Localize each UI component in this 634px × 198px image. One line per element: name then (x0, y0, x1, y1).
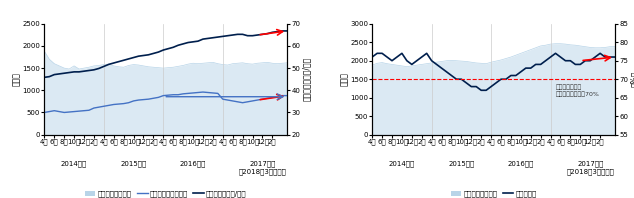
Y-axis label: （百万円、万円/㎡）: （百万円、万円/㎡） (302, 57, 311, 101)
Legend: 在庫戸数（左軸）, 初月契約率: 在庫戸数（左軸）, 初月契約率 (448, 188, 540, 198)
Text: 2017年度
（2018年3月まで）: 2017年度 （2018年3月まで） (238, 160, 287, 175)
Y-axis label: （戸）: （戸） (12, 72, 21, 86)
Text: 2014年度: 2014年度 (61, 160, 87, 167)
Text: 2014年度: 2014年度 (389, 161, 415, 167)
Text: 2017年度
（2018年3月まで）: 2017年度 （2018年3月まで） (566, 161, 614, 175)
Text: 2015年度: 2015年度 (120, 160, 146, 167)
Legend: 供給戸数（左軸）, 平均価格（百万円）, 平均単価（万円/㎡）: 供給戸数（左軸）, 平均価格（百万円）, 平均単価（万円/㎡） (82, 188, 249, 198)
Text: 2016年度: 2016年度 (180, 160, 206, 167)
Text: 好不調の目安と
される初月契約率70%: 好不調の目安と される初月契約率70% (555, 85, 599, 97)
Text: 2015年度: 2015年度 (448, 161, 474, 167)
Y-axis label: （戸）: （戸） (340, 72, 349, 86)
Y-axis label: （%）: （%） (630, 71, 634, 87)
Text: 2016年度: 2016年度 (508, 161, 534, 167)
